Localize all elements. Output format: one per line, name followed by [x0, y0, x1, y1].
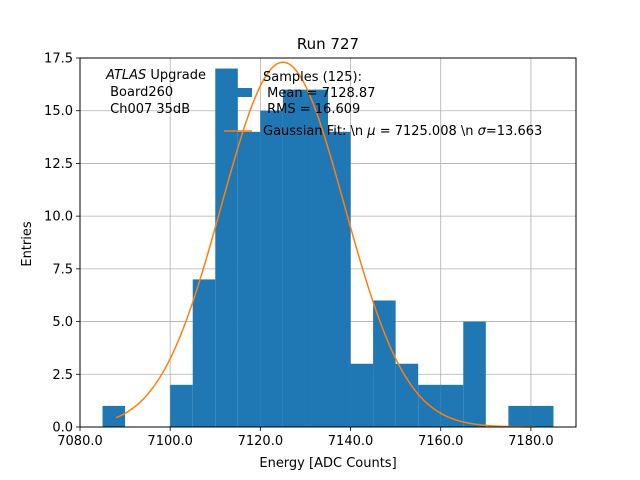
y-tick-label: 15.0 [44, 104, 73, 119]
annotation-upgrade-word: Upgrade [146, 68, 206, 83]
histogram-bar [260, 110, 283, 427]
chart-title: Run 727 [297, 35, 359, 53]
legend-samples-swatch [226, 88, 252, 97]
histogram-bar [530, 405, 554, 427]
histogram-bar [215, 68, 238, 428]
histogram-bar [192, 279, 216, 427]
annotation-atlas-word: ATLAS [105, 68, 146, 83]
histogram-bar [373, 300, 396, 427]
histogram-bar [305, 89, 328, 427]
annotation-board: Board260 [106, 85, 173, 100]
y-tick-label: 2.5 [52, 368, 73, 383]
x-tick-label: 7160.0 [418, 434, 464, 449]
histogram-bar [328, 131, 351, 428]
x-tick-label: 7120.0 [238, 434, 284, 449]
y-tick-label: 12.5 [44, 157, 73, 172]
svg-text:ATLAS Upgrade: ATLAS Upgrade [105, 68, 206, 83]
y-tick-label: 10.0 [44, 210, 73, 225]
legend-samples-line-1: Samples (125): [263, 70, 362, 85]
legend-fit-label: Gaussian Fit: \n μ = 7125.008 \n σ=13.66… [263, 124, 542, 139]
legend: Samples (125): Mean = 7128.87 RMS = 16.6… [224, 70, 542, 139]
histogram-bar [102, 405, 126, 427]
y-tick-label: 17.5 [44, 52, 73, 67]
histogram-bar [282, 89, 306, 427]
histogram-bar [350, 363, 374, 427]
legend-fit-part-1: Gaussian Fit: \n [263, 124, 367, 139]
histogram-bar [237, 131, 261, 428]
x-axis-label: Energy [ADC Counts] [259, 456, 396, 471]
legend-fit-sigma: σ [478, 124, 487, 139]
atlas-annotation: ATLAS Upgrade Board260 Ch007 35dB [105, 68, 206, 117]
histogram-bar [463, 321, 486, 427]
y-axis-label: Entries [20, 221, 35, 267]
x-tick-label: 7180.0 [508, 434, 554, 449]
histogram-bar [508, 405, 531, 427]
gaussian-fit-curve [115, 61, 536, 428]
y-axis-ticks: 0.0 2.5 5.0 7.5 10.0 12.5 15.0 17.5 [44, 52, 80, 436]
legend-samples-line-2: Mean = 7128.87 [263, 86, 375, 101]
histogram-bar [170, 384, 193, 427]
x-tick-label: 7140.0 [328, 434, 374, 449]
fit-curve-path [115, 61, 536, 428]
y-tick-label: 0.0 [52, 421, 73, 436]
y-tick-label: 5.0 [52, 315, 73, 330]
x-axis-ticks: 7080.0 7100.0 7120.0 7140.0 7160.0 7180.0 [57, 427, 554, 449]
x-tick-label: 7080.0 [57, 434, 103, 449]
legend-samples-line-3: RMS = 16.609 [263, 102, 360, 117]
legend-fit-part-2: = 7125.008 \n [376, 124, 478, 139]
y-tick-label: 7.5 [52, 262, 73, 277]
histogram-bar [395, 363, 419, 427]
plot-frame [79, 57, 577, 428]
annotation-channel: Ch007 35dB [106, 102, 190, 117]
histogram-bars [102, 68, 554, 428]
legend-fit-mu: μ [366, 124, 375, 139]
x-tick-label: 7100.0 [147, 434, 193, 449]
legend-fit-part-3: =13.663 [486, 124, 542, 139]
